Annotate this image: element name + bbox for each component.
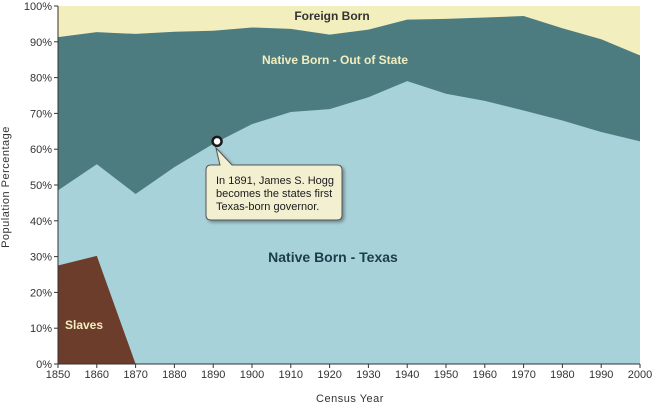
y-axis-title: Population Percentage	[0, 126, 12, 248]
y-tick-label: 90%	[30, 37, 52, 49]
x-tick-label: 1880	[162, 369, 186, 381]
x-tick-label: 1890	[201, 369, 225, 381]
y-tick-label: 50%	[30, 180, 52, 192]
series-label-slaves: Slaves	[65, 318, 103, 332]
x-tick-label: 2000	[628, 369, 652, 381]
series-label-native-born-texas: Native Born - Texas	[268, 249, 398, 265]
y-tick-label: 0%	[36, 359, 52, 371]
callout-text-line: Texas-born governor.	[216, 201, 319, 213]
x-tick-label: 1960	[473, 369, 497, 381]
x-tick-label: 1910	[279, 369, 303, 381]
areas-layer	[58, 6, 640, 365]
x-tick-label: 1990	[589, 369, 613, 381]
series-label-foreign-born: Foreign Born	[294, 9, 369, 23]
x-tick-label: 1930	[356, 369, 380, 381]
x-axis-title: Census Year	[316, 393, 384, 405]
y-tick-label: 10%	[30, 323, 52, 335]
annotation-marker[interactable]	[211, 135, 223, 148]
x-tick-label: 1920	[317, 369, 341, 381]
callout-text-line: becomes the states first	[216, 188, 332, 200]
x-tick-label: 1970	[511, 369, 535, 381]
y-tick-label: 70%	[30, 108, 52, 120]
area-slaves	[58, 255, 136, 364]
x-tick-label: 1950	[434, 369, 458, 381]
x-tick-label: 1940	[395, 369, 419, 381]
y-tick-label: 40%	[30, 216, 52, 228]
x-tick-label: 1850	[46, 369, 70, 381]
area-native-born-texas	[58, 81, 640, 365]
x-tick-label: 1860	[85, 369, 109, 381]
callout-box	[205, 146, 343, 221]
y-tick-label: 80%	[30, 73, 52, 85]
y-tick-label: 60%	[30, 144, 52, 156]
y-tick-label: 20%	[30, 287, 52, 299]
y-tick-label: 100%	[24, 1, 52, 13]
x-tick-label: 1900	[240, 369, 264, 381]
x-tick-label: 1980	[550, 369, 574, 381]
callout-text-line: In 1891, James S. Hogg	[216, 175, 334, 187]
y-tick-label: 30%	[30, 252, 52, 264]
series-label-native-born-out-of-state: Native Born - Out of State	[262, 53, 408, 67]
ticks-layer: 0% 10% 20% 30% 40% 50% 60% 70% 80% 90% 100% 1850 186…	[24, 1, 652, 381]
annotation-callout: In 1891, James S. Hogg becomes the state…	[205, 146, 343, 221]
x-tick-label: 1870	[123, 369, 147, 381]
